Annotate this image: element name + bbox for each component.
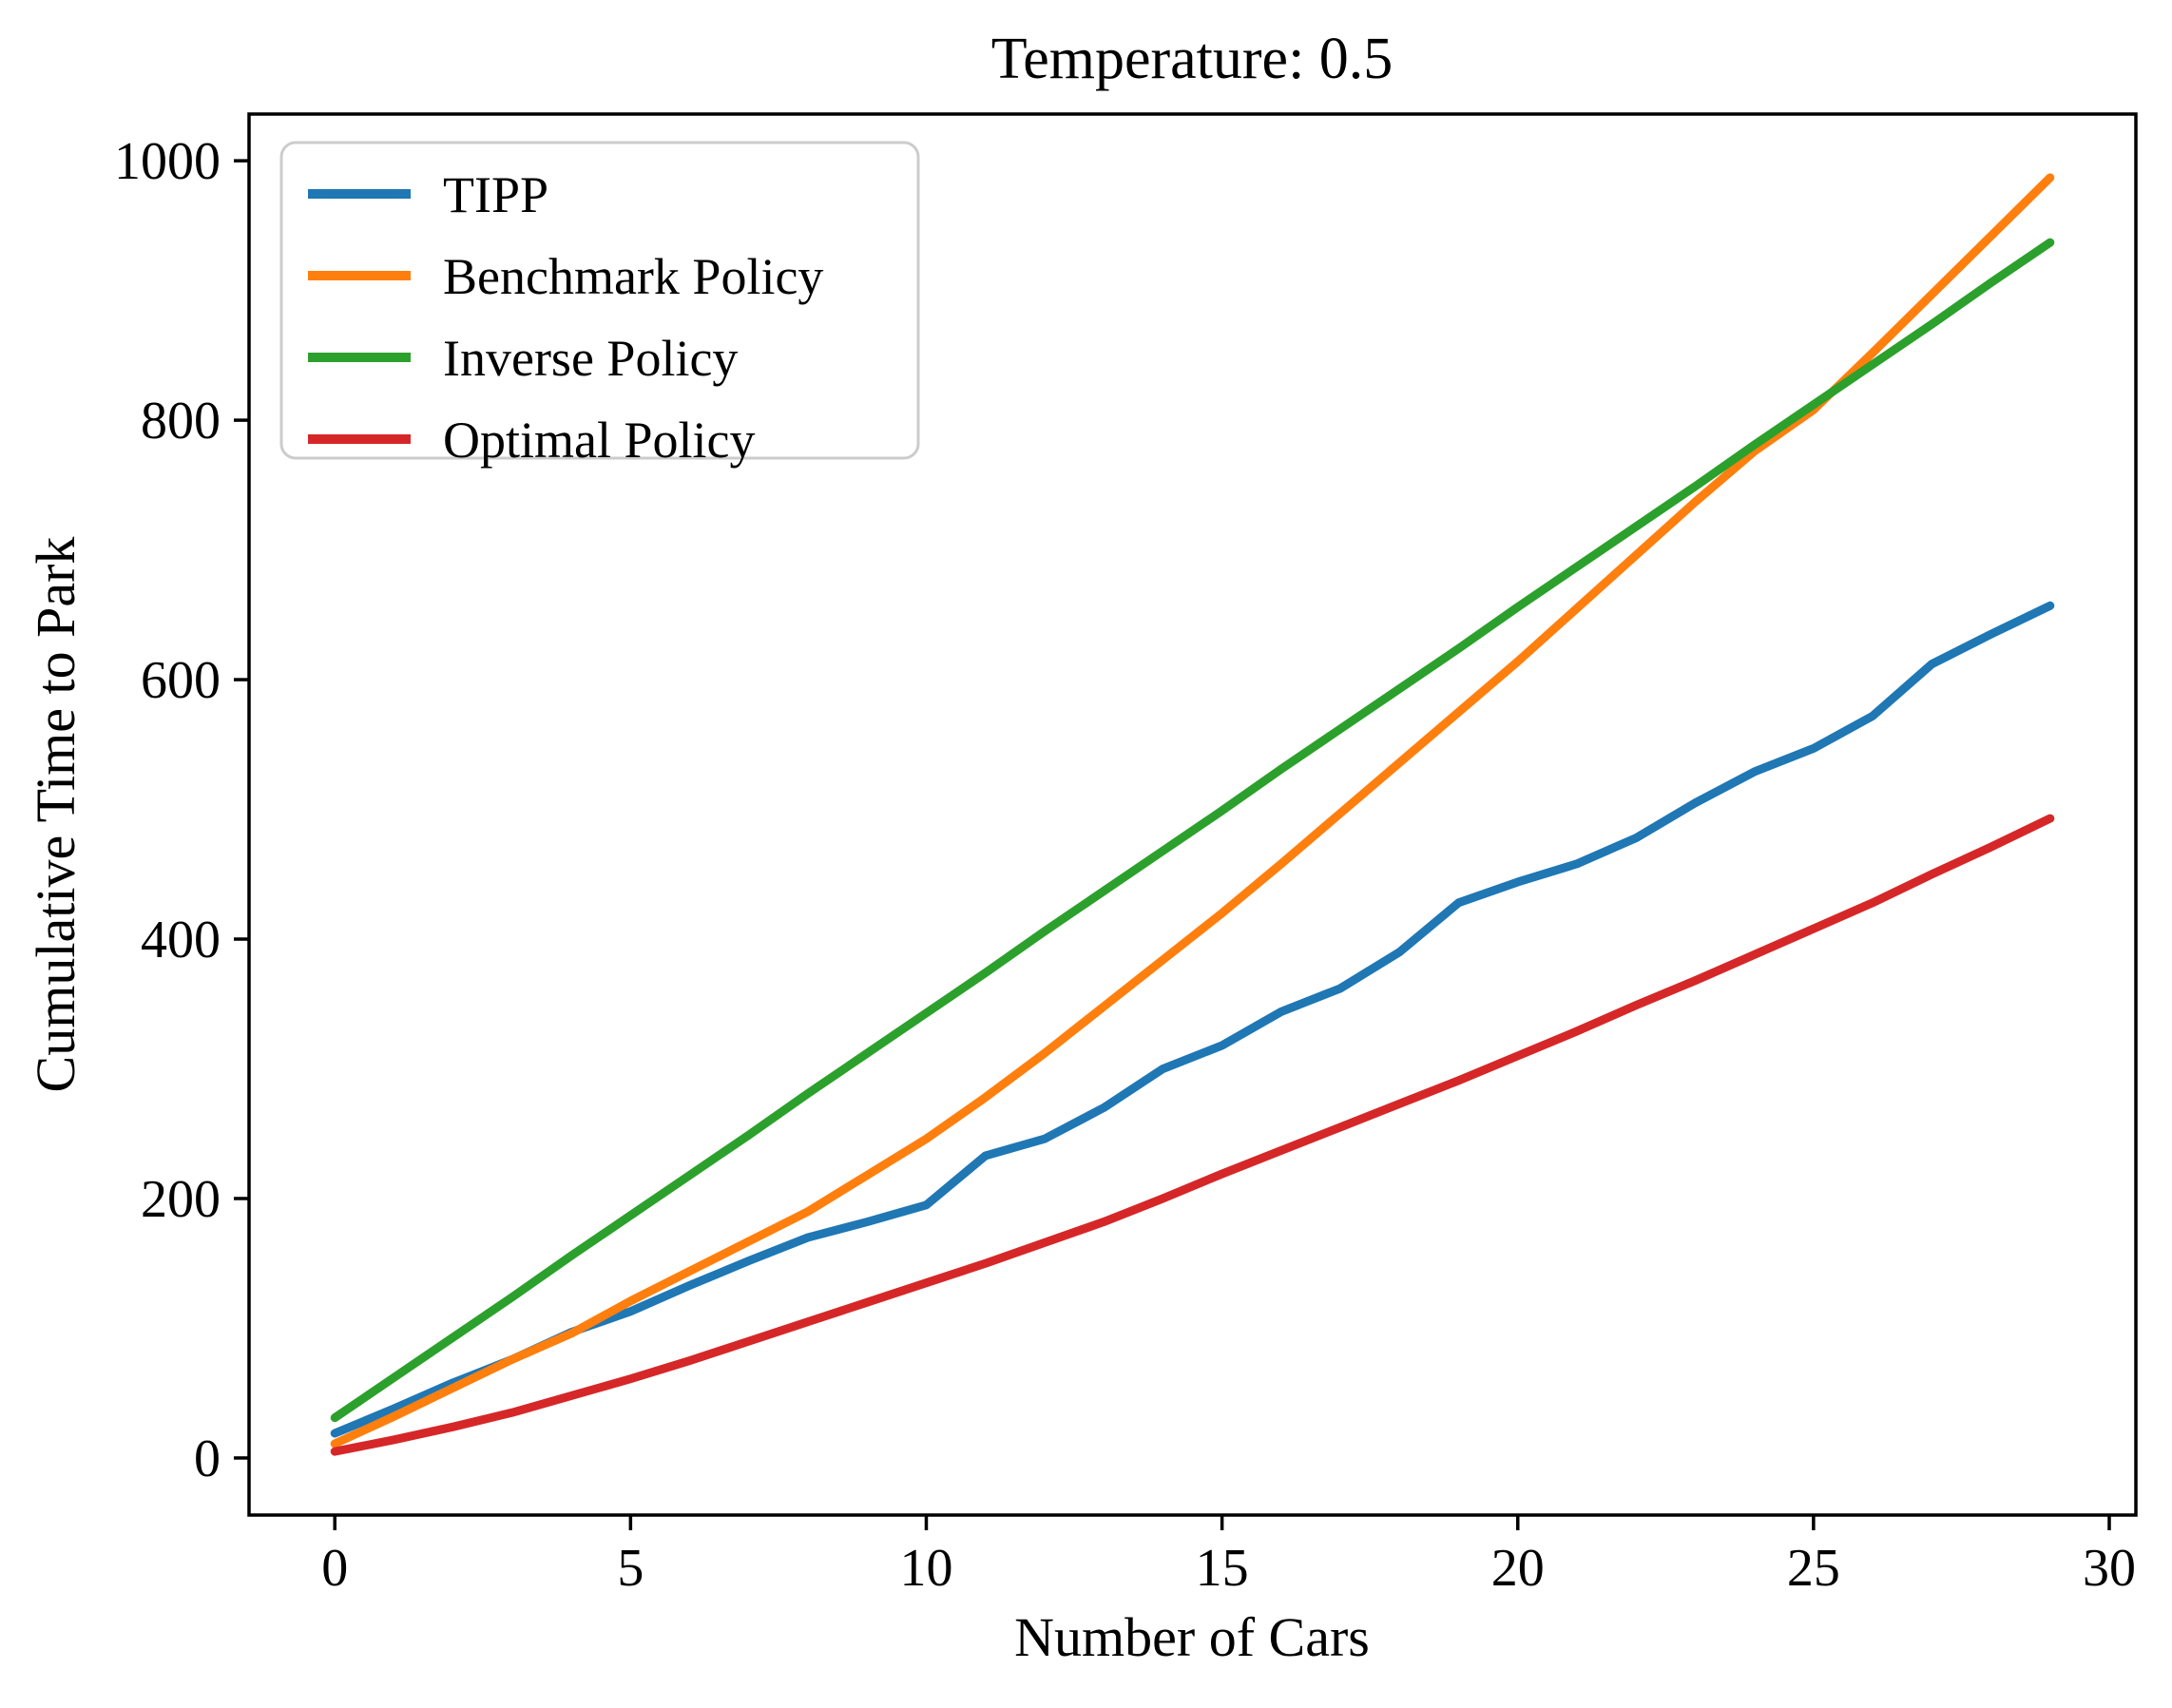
x-tick-label: 5: [617, 1539, 644, 1598]
legend-label-optimal-policy: Optimal Policy: [443, 412, 755, 469]
series-line-benchmark-policy: [330, 173, 2055, 1449]
x-tick-label: 20: [1491, 1539, 1545, 1598]
x-tick-label: 10: [899, 1539, 952, 1598]
x-tick-label: 15: [1196, 1539, 1249, 1598]
legend-box: [279, 141, 920, 460]
y-tick-label: 600: [141, 651, 221, 710]
chart-title: Temperature: 0.5: [991, 27, 1394, 91]
plot-frame: [247, 112, 2138, 1517]
plot-content: 0 5 10 15 20 25 30 0 200 400 600 800 1000 TIPP Benchma…: [114, 132, 2136, 1598]
series-line-tipp: [330, 601, 2055, 1438]
y-tick-label: 200: [141, 1170, 221, 1229]
series-line-inverse-policy: [330, 238, 2055, 1423]
y-tick-label: 1000: [114, 132, 221, 191]
legend-label-benchmark-policy: Benchmark Policy: [443, 248, 823, 305]
x-tick-label: 0: [321, 1539, 348, 1598]
legend-label-tipp: TIPP: [443, 166, 548, 223]
x-tick-label: 25: [1787, 1539, 1840, 1598]
legend-label-inverse-policy: Inverse Policy: [443, 330, 738, 387]
x-tick-label: 30: [2083, 1539, 2136, 1598]
y-axis-label: Cumulative Time to Park: [25, 537, 86, 1093]
y-tick-label: 400: [141, 911, 221, 969]
x-axis-label: Number of Cars: [1014, 1606, 1370, 1668]
y-tick-label: 0: [194, 1430, 221, 1488]
series-line-optimal-policy: [330, 814, 2055, 1456]
y-tick-label: 800: [141, 392, 221, 451]
